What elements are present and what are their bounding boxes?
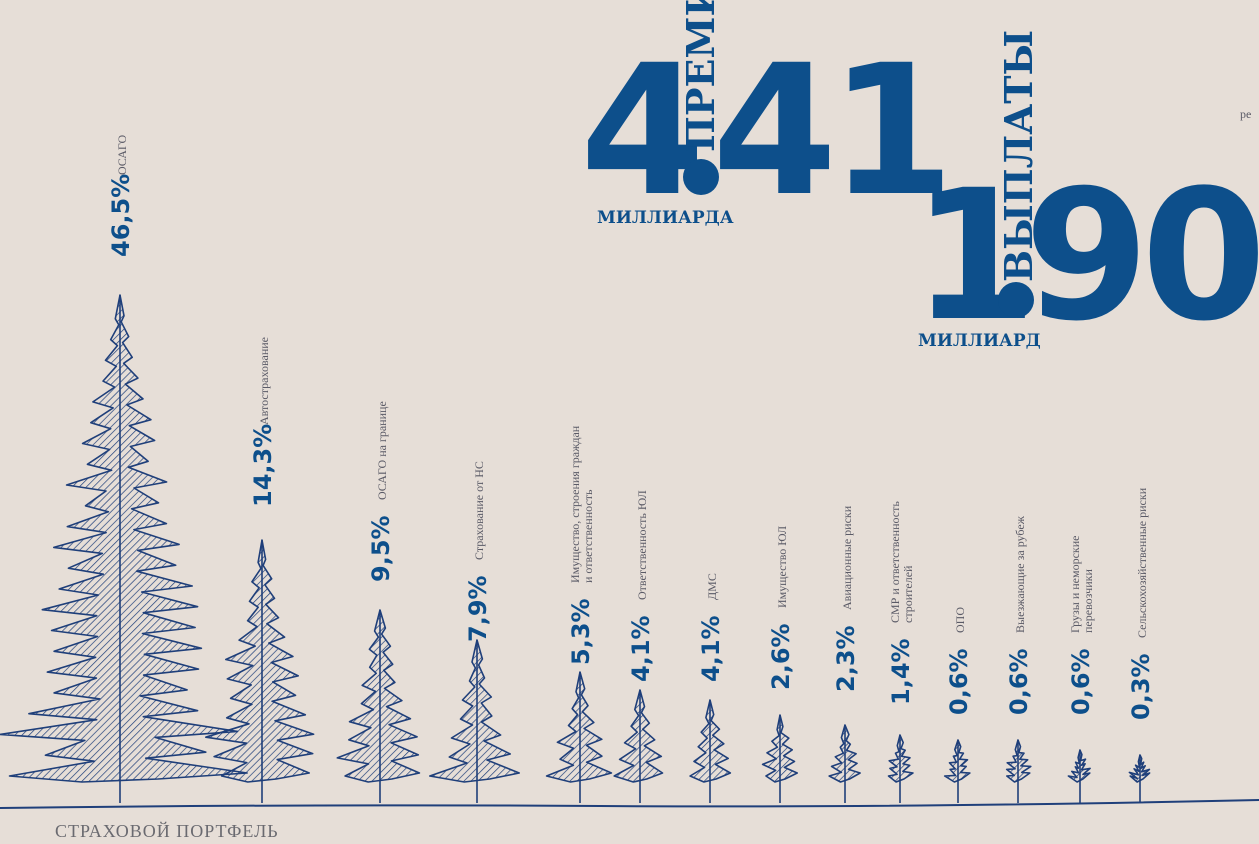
category-label: ДМС bbox=[705, 573, 719, 600]
share: 2,6% bbox=[767, 623, 795, 690]
share: 0,6% bbox=[945, 648, 973, 715]
tree bbox=[0, 295, 247, 782]
tree bbox=[547, 672, 612, 782]
category-label: СМР и ответственность bbox=[888, 501, 902, 623]
category-label: Выезжающие за рубеж bbox=[1013, 515, 1027, 633]
category-label: ОСАГО на границе bbox=[375, 401, 389, 500]
category-label: перевозчики bbox=[1081, 569, 1095, 633]
share: 0,6% bbox=[1005, 648, 1033, 715]
share: 46,5% bbox=[107, 174, 135, 257]
category-label: Авиационные риски bbox=[840, 505, 854, 610]
category-label: Грузы и неморские bbox=[1068, 536, 1082, 634]
category-label: и ответственность bbox=[581, 489, 595, 583]
share: 7,9% bbox=[464, 575, 492, 642]
share: 4,1% bbox=[697, 615, 725, 682]
category-label: строителей bbox=[901, 565, 915, 623]
caption: СТРАХОВОЙ ПОРТФЕЛЬ bbox=[55, 821, 279, 841]
premiums-unit: МИЛЛИАРДА bbox=[597, 208, 734, 228]
tree bbox=[614, 690, 662, 782]
tree bbox=[337, 610, 419, 782]
share: 1,4% bbox=[887, 638, 915, 705]
tree bbox=[430, 640, 519, 782]
share: 5,3% bbox=[567, 598, 595, 665]
category-label: Автострахование bbox=[257, 337, 271, 425]
category-label: Ответственность ЮЛ bbox=[635, 490, 649, 600]
infographic: 4 41 ПРЕМИИ МИЛЛИАРДА 1 90 ВЫПЛАТЫ МИЛЛИ… bbox=[0, 0, 1259, 844]
category-label: Имущество, строения граждан bbox=[568, 425, 582, 583]
share: 9,5% bbox=[367, 515, 395, 582]
category-label: Имущество ЮЛ bbox=[775, 526, 789, 608]
share: 4,1% bbox=[627, 615, 655, 682]
share: 0,3% bbox=[1127, 653, 1155, 720]
category-label: Страхование от НС bbox=[472, 461, 486, 560]
category-label: ОСАГО bbox=[115, 134, 129, 175]
payouts-unit: МИЛЛИАРД bbox=[918, 331, 1041, 351]
share: 0,6% bbox=[1067, 648, 1095, 715]
premiums-label: ПРЕМИИ bbox=[678, 0, 723, 152]
category-label: ОПО bbox=[953, 607, 967, 633]
category-label: Сельскохозяйственные риски bbox=[1135, 487, 1149, 638]
payouts-fraction: 90 bbox=[1024, 152, 1259, 361]
edge-text: ре bbox=[1240, 107, 1251, 121]
tree bbox=[206, 540, 314, 782]
payouts-label: ВЫПЛАТЫ bbox=[996, 30, 1041, 282]
share: 14,3% bbox=[249, 424, 277, 507]
ground-line bbox=[0, 800, 1259, 808]
share: 2,3% bbox=[832, 625, 860, 692]
